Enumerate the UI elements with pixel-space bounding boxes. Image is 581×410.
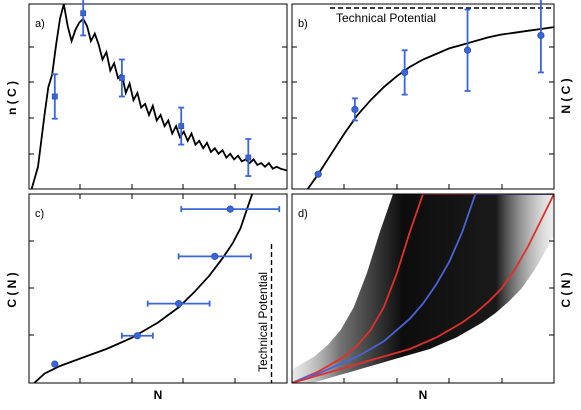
panel-d: d) C ( N ) N bbox=[291, 193, 573, 402]
panel-b-yticks bbox=[292, 46, 554, 189]
panel-d-red-lower-line bbox=[292, 194, 554, 383]
panel-a-points bbox=[51, 0, 252, 177]
panel-a-data-point bbox=[178, 123, 185, 129]
panel-b-technical-potential-label: Technical Potential bbox=[336, 11, 436, 25]
panel-a: a) n ( C ) bbox=[5, 0, 288, 190]
panel-c-ticks bbox=[29, 194, 236, 383]
panel-c-frame bbox=[28, 193, 288, 384]
panel-d-blue-median-line bbox=[292, 194, 554, 383]
panel-b-data-point bbox=[401, 68, 409, 77]
panel-d-red-upper-line bbox=[292, 194, 554, 383]
panel-c-data-point bbox=[133, 332, 141, 340]
panel-c-ylabel: C ( N ) bbox=[5, 272, 19, 307]
panel-c: c) C ( N ) N Technical Potential bbox=[5, 193, 288, 402]
panel-c-data-point bbox=[175, 300, 183, 308]
panel-b-data-point bbox=[463, 46, 472, 54]
panel-a-label: a) bbox=[35, 18, 45, 30]
panel-c-data-point bbox=[51, 360, 59, 368]
panel-d-density-band bbox=[292, 194, 554, 383]
panel-b-data-point bbox=[314, 170, 322, 178]
panel-b-curve bbox=[306, 26, 555, 190]
panel-a-ylabel: n ( C ) bbox=[5, 81, 19, 115]
panel-c-data-point bbox=[226, 205, 234, 213]
panel-a-data-point bbox=[118, 75, 125, 81]
panel-a-data-point bbox=[51, 93, 58, 100]
panel-b-label: b) bbox=[298, 18, 308, 30]
panel-b-points bbox=[314, 0, 545, 178]
panel-c-curve bbox=[33, 193, 254, 384]
panel-b-frame bbox=[291, 3, 555, 190]
panel-c-points bbox=[51, 205, 281, 368]
panel-d-xlabel: N bbox=[419, 388, 428, 402]
panel-b: b) N ( C ) Technical Potential bbox=[291, 0, 573, 190]
panel-c-xlabel: N bbox=[154, 388, 163, 402]
panel-a-data-point bbox=[80, 10, 87, 17]
panel-a-yticks bbox=[29, 46, 287, 189]
panel-a-curve bbox=[30, 3, 288, 190]
panel-a-frame bbox=[28, 3, 288, 190]
panel-d-label: d) bbox=[298, 208, 308, 220]
panel-c-label: c) bbox=[35, 208, 44, 220]
panel-d-ticks bbox=[343, 240, 554, 383]
panel-b-data-point bbox=[537, 31, 545, 40]
panel-a-data-point bbox=[245, 154, 252, 161]
panel-c-data-point bbox=[211, 252, 219, 260]
panel-b-data-point bbox=[351, 105, 359, 114]
panel-d-ylabel: C ( N ) bbox=[559, 272, 573, 307]
panel-c-technical-potential-label: Technical Potential bbox=[256, 272, 270, 372]
panel-b-ylabel: N ( C ) bbox=[559, 78, 573, 113]
